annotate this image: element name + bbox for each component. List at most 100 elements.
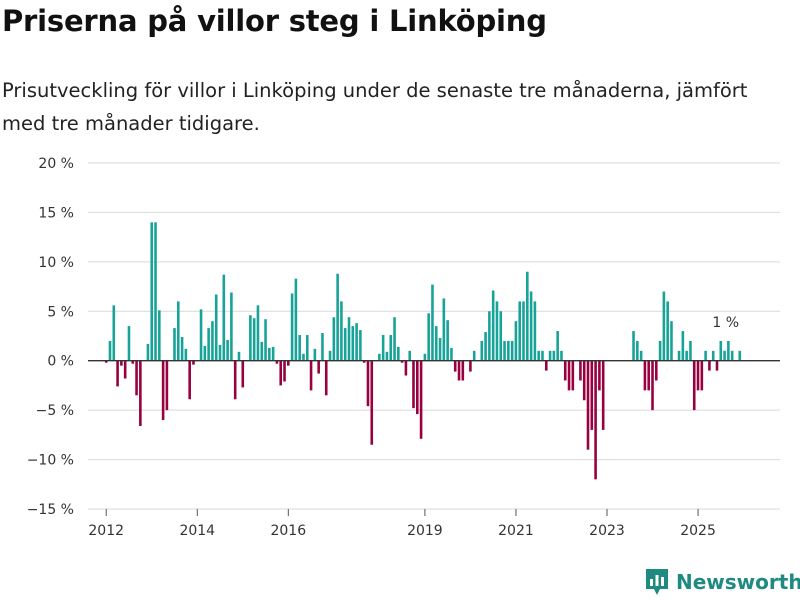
bar: [632, 331, 635, 361]
bar: [287, 360, 290, 366]
bar: [434, 326, 438, 361]
bar: [362, 360, 366, 363]
bar: [131, 360, 135, 364]
bar: [453, 360, 457, 372]
bar: [279, 360, 283, 386]
bar: [723, 350, 726, 361]
bar: [188, 360, 191, 400]
bar: [158, 310, 161, 361]
bar: [351, 326, 355, 361]
bar: [275, 360, 279, 364]
bar: [332, 317, 336, 361]
bar: [161, 360, 165, 421]
bar: [127, 326, 131, 361]
x-tick-label: 2021: [498, 523, 534, 539]
bar-chart-logo-icon: [646, 569, 668, 595]
bar: [116, 360, 119, 387]
bar: [685, 350, 688, 361]
bar: [108, 340, 112, 361]
bar: [241, 360, 245, 388]
bar: [385, 351, 389, 361]
bar: [226, 339, 229, 361]
bar: [237, 351, 241, 361]
bar: [567, 360, 571, 391]
bar: [438, 337, 442, 361]
bar: [541, 350, 544, 361]
bar: [184, 348, 188, 361]
bar: [586, 360, 590, 450]
bar: [328, 350, 332, 361]
y-tick-label: −10 %: [27, 453, 74, 469]
bar: [518, 301, 522, 361]
bar: [370, 360, 374, 445]
bar: [670, 321, 673, 361]
bar: [431, 284, 434, 361]
bar: [529, 291, 533, 361]
bar: [472, 350, 476, 361]
bar: [260, 341, 264, 361]
y-tick-label: −15 %: [27, 502, 74, 518]
x-tick-label: 2019: [407, 523, 443, 539]
bar: [321, 333, 324, 361]
bar: [412, 360, 415, 409]
brand-name: Newsworthy: [676, 570, 800, 594]
bar: [408, 350, 411, 361]
bar: [639, 350, 643, 361]
bar: [120, 360, 123, 366]
bar: [404, 360, 408, 376]
chart-subtitle: Prisutveckling för villor i Linköping un…: [2, 79, 748, 135]
bar: [400, 360, 404, 363]
bar: [647, 360, 650, 391]
bar: [233, 360, 237, 400]
bar: [355, 323, 358, 361]
bar: [708, 360, 711, 371]
bar: [450, 347, 453, 361]
bar: [336, 273, 339, 361]
bar: [548, 350, 552, 361]
last-value-annotation: 1 %: [712, 315, 739, 331]
y-tick-label: 10 %: [38, 255, 74, 271]
bar: [313, 348, 317, 361]
bar: [309, 360, 313, 391]
bar: [689, 340, 692, 361]
bar: [176, 301, 180, 361]
x-tick-label: 2016: [270, 523, 306, 539]
bar: [651, 360, 654, 411]
bar: [442, 298, 446, 361]
bar: [590, 360, 594, 430]
y-tick-label: 20 %: [38, 156, 74, 172]
bar: [544, 360, 548, 371]
bar: [135, 360, 138, 396]
bar: [495, 301, 499, 361]
bar: [359, 330, 362, 361]
bar: [571, 360, 575, 391]
bar: [268, 347, 271, 361]
y-tick-label: 0 %: [47, 354, 74, 370]
bar: [469, 360, 472, 372]
bar: [681, 331, 685, 361]
bar: [692, 360, 696, 411]
bar: [711, 350, 715, 361]
bar: [214, 294, 218, 361]
bar: [457, 360, 461, 381]
bar: [522, 301, 525, 361]
bar: [389, 335, 393, 361]
bar: [636, 340, 639, 361]
bar: [427, 313, 430, 361]
bar: [324, 360, 328, 396]
bar: [643, 360, 647, 391]
bar: [423, 353, 427, 361]
chart-title: Priserna på villor steg i Linköping: [2, 4, 547, 38]
bar: [207, 328, 210, 361]
bar: [719, 340, 723, 361]
bar: [302, 353, 305, 361]
bar: [381, 335, 385, 361]
bar: [203, 345, 207, 361]
bar: [256, 305, 260, 361]
y-tick-label: 5 %: [47, 304, 74, 320]
bar: [230, 292, 233, 361]
bar: [249, 315, 252, 361]
bar: [180, 336, 184, 361]
bar: [655, 360, 658, 381]
bar: [507, 340, 510, 361]
